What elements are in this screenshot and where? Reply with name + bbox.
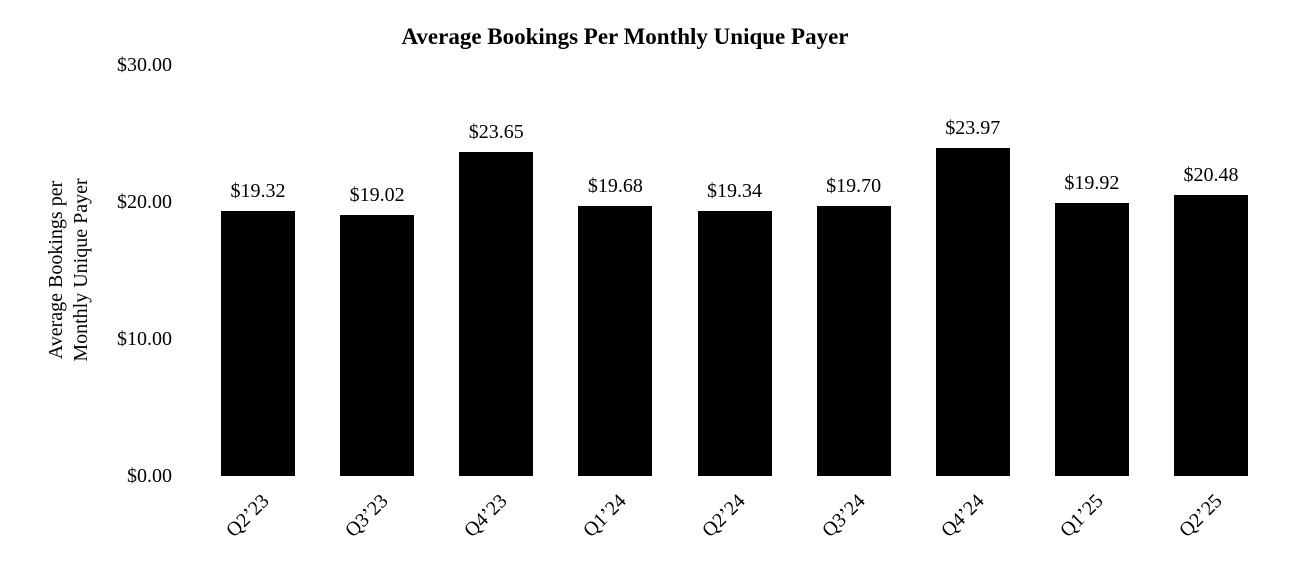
x-axis-label: Q3’24 xyxy=(817,490,870,542)
bar-group: $20.48 Q2’25 xyxy=(1174,164,1248,542)
bar-value-label: $19.92 xyxy=(1064,172,1120,195)
bar-value-label: $23.97 xyxy=(945,116,1001,139)
bar-value-label: $23.65 xyxy=(468,121,524,143)
bar-6 xyxy=(816,206,891,476)
x-axis-label: Q2’23 xyxy=(221,490,274,542)
bar-group: $19.02 Q3’23 xyxy=(340,184,415,542)
bar-1 xyxy=(221,211,295,476)
bar-group: $23.65 Q4’23 xyxy=(459,121,534,542)
x-axis-label: Q3’23 xyxy=(340,490,393,542)
x-axis-label: Q2’24 xyxy=(698,490,751,542)
bar-3 xyxy=(459,152,534,476)
x-axis-label: Q1’25 xyxy=(1055,490,1108,542)
bar-group: $19.68 Q1’24 xyxy=(578,175,653,542)
bar-value-label: $19.02 xyxy=(349,184,405,207)
bar-value-label: $19.68 xyxy=(587,175,643,198)
bar-group: $19.92 Q1’25 xyxy=(1054,172,1129,542)
x-axis-label: Q2’25 xyxy=(1174,490,1227,542)
bar-group: $19.32 Q2’23 xyxy=(221,180,295,542)
bar-9 xyxy=(1174,195,1248,476)
bar-7 xyxy=(935,147,1010,476)
x-axis-label: Q4’23 xyxy=(460,490,512,542)
bar-value-label: $20.48 xyxy=(1183,164,1239,187)
plot-area: $19.32 Q2’23 $19.02 Q3’23 $23.65 Q4’23 $… xyxy=(221,0,1251,542)
bar-value-label: $19.34 xyxy=(707,180,762,202)
bar-group: $23.97 Q4’24 xyxy=(935,116,1010,542)
bar-value-label: $19.70 xyxy=(826,175,882,198)
y-tick-0: $0.00 xyxy=(127,465,172,487)
bar-8 xyxy=(1054,203,1129,476)
chart-title: Average Bookings Per Monthly Unique Paye… xyxy=(401,24,849,49)
y-tick-10: $10.00 xyxy=(117,328,172,350)
bar-group: $19.34 Q2’24 xyxy=(697,180,772,542)
bar-5 xyxy=(697,211,772,476)
bar-2 xyxy=(340,215,415,476)
bar-4 xyxy=(578,206,653,476)
x-axis-label: Q1’24 xyxy=(579,490,631,542)
x-axis-label: Q4’24 xyxy=(936,490,989,542)
bar-group: $19.70 Q3’24 xyxy=(816,175,891,542)
y-tick-20: $20.00 xyxy=(117,191,172,213)
bar-value-label: $19.32 xyxy=(230,180,286,203)
y-tick-30: $30.00 xyxy=(117,54,172,76)
